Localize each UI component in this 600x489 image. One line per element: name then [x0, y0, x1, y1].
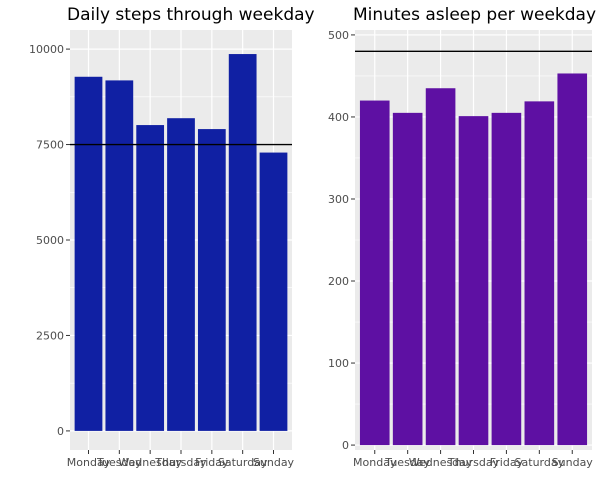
chart-1-bar-monday [74, 76, 103, 431]
chart-1-bar-wednesday [136, 125, 165, 431]
chart-2-xtick-label: Sunday [552, 456, 594, 469]
chart-2-title: Minutes asleep per weekday [353, 5, 596, 25]
chart-2-bar-tuesday [392, 112, 423, 446]
chart-2-xtick-label: Wednesday [409, 456, 473, 469]
chart-2-plot: 0 100 200 300 400 500 MondayTuesdayWednesdayTh… [328, 29, 593, 469]
chart-1-xtick-label: Friday [195, 456, 229, 469]
chart-1-bar-friday [197, 129, 226, 431]
chart-1-xtick-label: Tuesday [96, 456, 142, 469]
chart-1-ytick-label: 10000 [29, 43, 64, 56]
chart-2-ytick-label: 200 [328, 275, 349, 288]
chart-2-bar-friday [491, 112, 522, 446]
chart-2-xtick-label: Saturday [515, 456, 565, 469]
chart-1-bar-tuesday [105, 80, 134, 431]
chart-1-ytick-label: 2500 [36, 329, 64, 342]
chart-1-ytick-label: 7500 [36, 139, 64, 152]
chart-1-xtick-label: Wednesday [118, 456, 182, 469]
chart-2-ytick-label: 500 [328, 29, 349, 42]
chart-1-ytick-label: 5000 [36, 234, 64, 247]
chart-2-ytick-label: 0 [342, 439, 349, 452]
chart-2-bar-wednesday [425, 88, 456, 446]
chart-1-bar-saturday [228, 54, 257, 431]
chart-2-bar-saturday [524, 101, 555, 446]
chart-1-plot: 0 2500 5000 7500 10000 MondayTuesdayWednesday… [29, 30, 295, 469]
chart-2-bar-sunday [557, 73, 588, 446]
chart-2-ytick-label: 300 [328, 193, 349, 206]
chart-1-xtick-label: Saturday [218, 456, 268, 469]
chart-1-bar-sunday [259, 152, 288, 431]
chart-2-xtick-label: Tuesday [384, 456, 430, 469]
chart-2-ytick-label: 100 [328, 357, 349, 370]
chart-1-xtick-label: Thursday [154, 456, 207, 469]
chart-1-xtick-label: Monday [67, 456, 111, 469]
chart-2-xtick-label: Friday [490, 456, 524, 469]
chart-1-ytick-label: 0 [57, 425, 64, 438]
chart-1-xtick-label: Sunday [253, 456, 295, 469]
chart-2-bar-monday [359, 100, 390, 446]
chart-1-title: Daily steps through weekday [67, 5, 315, 25]
chart-1-bar-thursday [167, 118, 195, 431]
chart-2-xtick-label: Monday [353, 456, 397, 469]
chart-2-ytick-label: 400 [328, 111, 349, 124]
chart-2-bar-thursday [458, 116, 489, 446]
chart-2-xtick-label: Thursday [447, 456, 500, 469]
